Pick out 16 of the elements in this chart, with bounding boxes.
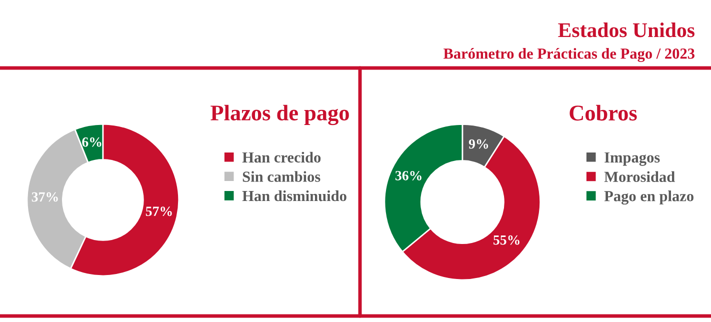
legend-label: Impagos xyxy=(604,152,660,166)
chart-title: Cobros xyxy=(570,104,637,121)
legend-label: Han crecido xyxy=(242,152,321,163)
data-label: 6% xyxy=(82,137,102,147)
data-label: 37% xyxy=(32,192,58,202)
text: Barómetro de Prácticas de Pago / 2023 xyxy=(444,48,694,62)
data-label: 36% xyxy=(395,170,422,180)
text: Estados Unidos xyxy=(558,22,694,38)
legend-label: Pago en plazo xyxy=(604,190,694,205)
legend-label: Sin cambios xyxy=(242,171,320,182)
data-label: 9% xyxy=(468,139,488,149)
chart-title: Plazos de pago xyxy=(210,104,349,126)
legend-label: Han disminuido xyxy=(242,190,346,202)
legend-label: Morosidad xyxy=(604,171,675,182)
data-label: 55% xyxy=(493,235,520,245)
data-label: 57% xyxy=(146,206,172,216)
